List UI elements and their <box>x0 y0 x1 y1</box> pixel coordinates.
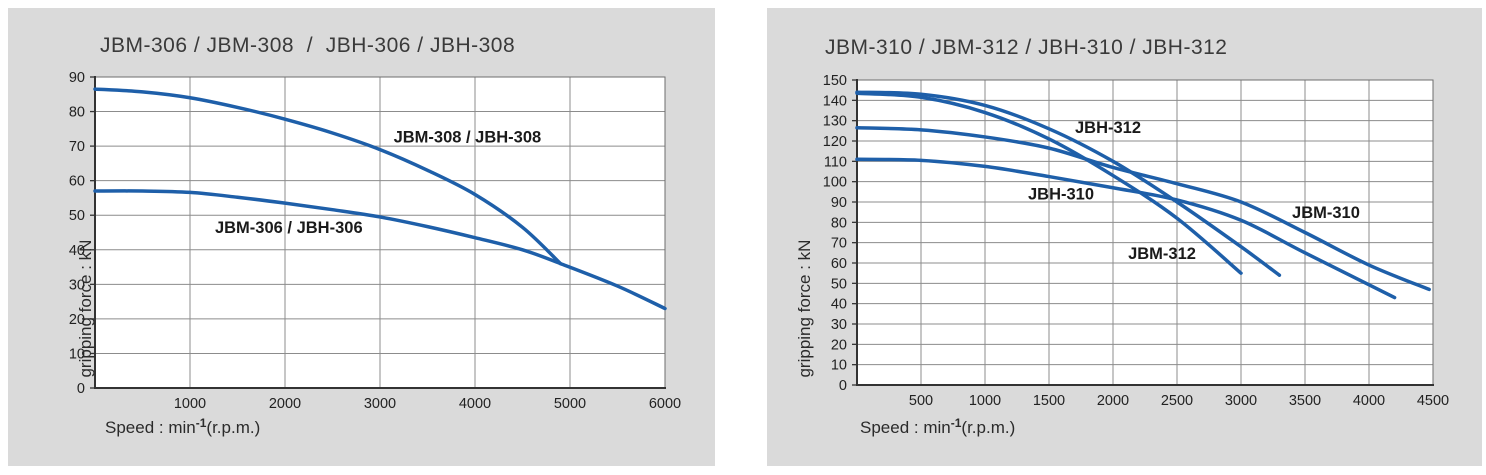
chart-panel-306-308: JBM-306 / JBM-308 / JBH-306 / JBH-308 0 1… <box>8 8 715 466</box>
chart-panel-310-312: JBM-310 / JBM-312 / JBH-310 / JBH-312 0 1… <box>767 8 1482 466</box>
data-curves <box>855 90 1431 300</box>
y-tick-label: 40 <box>831 297 847 313</box>
curve-label: JBM-308 / JBH-308 <box>394 128 542 146</box>
axis-lines <box>94 76 666 389</box>
x-axis-title-suffix: (r.p.m.) <box>961 418 1016 437</box>
y-tick-label: 60 <box>831 256 847 272</box>
x-tick-label: 1500 <box>1033 393 1065 409</box>
y-tick-label: 150 <box>823 73 847 89</box>
x-tick-label: 4500 <box>1417 393 1449 409</box>
y-tick-label: 120 <box>823 134 847 150</box>
y-tick-label: 30 <box>69 277 85 293</box>
curve-jbh-310 <box>855 157 1397 300</box>
x-axis-title-prefix: Speed : min <box>860 418 951 437</box>
y-tick-labels: 0 10 20 30 40 50 60 70 80 90 100 110 120 130 140 150 <box>823 73 847 394</box>
data-curves <box>93 87 667 311</box>
y-tick-label: 100 <box>823 175 847 191</box>
x-axis-title-superscript: -1 <box>195 416 207 430</box>
y-tick-label: 110 <box>824 154 847 170</box>
x-tick-label: 2000 <box>1097 393 1129 409</box>
y-tick-label: 70 <box>831 236 847 252</box>
x-axis-title: Speed : min-1(r.p.m.) <box>105 416 260 438</box>
y-tick-label: 90 <box>831 195 847 211</box>
x-tick-label: 2000 <box>269 396 301 412</box>
curve-jbm-308-jbh-308 <box>93 87 563 266</box>
curve-label: JBH-310 <box>1028 185 1094 203</box>
y-tick-labels: 0 10 20 30 40 50 60 70 80 90 <box>69 70 85 397</box>
y-tick-label: 30 <box>831 317 847 333</box>
y-tick-label: 80 <box>69 105 85 121</box>
x-axis-title-prefix: Speed : min <box>105 418 196 437</box>
curve-label: JBH-312 <box>1075 119 1141 137</box>
x-tick-label: 5000 <box>554 396 586 412</box>
x-tick-label: 6000 <box>649 396 681 412</box>
y-tick-label: 0 <box>839 378 847 394</box>
y-tick-label: 50 <box>69 208 85 224</box>
x-tick-label: 3500 <box>1289 393 1321 409</box>
chart-title: JBM-306 / JBM-308 / JBH-306 / JBH-308 <box>100 34 516 57</box>
y-axis-title: gripping force : kN <box>775 238 835 398</box>
curve-label: JBM-310 <box>1292 204 1360 222</box>
x-axis-title-superscript: -1 <box>950 416 962 430</box>
y-tick-label: 20 <box>831 337 847 353</box>
y-tick-label: 90 <box>69 70 85 86</box>
x-axis-title-suffix: (r.p.m.) <box>206 418 261 437</box>
plot-area <box>857 80 1433 385</box>
y-tick-label: 10 <box>69 346 85 362</box>
chart-svg-310-312: 0 10 20 30 40 50 60 70 80 90 100 110 120 130 140 150 500… <box>823 73 1449 409</box>
chart-title: JBM-310 / JBM-312 / JBH-310 / JBH-312 <box>825 36 1228 59</box>
curve-jbm-312 <box>855 91 1243 275</box>
y-tick-marks <box>90 76 95 389</box>
curve-jbm-310 <box>855 126 1431 292</box>
x-tick-label: 500 <box>909 393 933 409</box>
x-tick-labels: 500 1000 1500 2000 2500 3000 3500 4000 4500 <box>909 393 1449 409</box>
curve-labels: JBH-312 JBH-310 JBM-310 JBM-312 <box>1028 119 1360 263</box>
curve-label: JBM-306 / JBH-306 <box>215 219 363 237</box>
axis-lines <box>856 79 1434 386</box>
y-tick-label: 0 <box>77 381 85 397</box>
y-tick-label: 60 <box>69 174 85 190</box>
curve-jbm-306-jbh-306 <box>93 189 667 311</box>
curve-labels: JBM-308 / JBH-308 JBM-306 / JBH-306 <box>215 128 541 237</box>
y-tick-label: 130 <box>823 114 847 130</box>
gridlines <box>95 76 666 388</box>
x-tick-labels: 1000 2000 3000 4000 5000 6000 <box>174 396 681 412</box>
y-tick-label: 20 <box>69 312 85 328</box>
x-tick-label: 1000 <box>969 393 1001 409</box>
y-axis-title: gripping force : kN <box>56 238 116 398</box>
y-axis-title-text: gripping force : kN <box>76 239 95 378</box>
x-tick-label: 3000 <box>364 396 396 412</box>
y-tick-label: 50 <box>831 276 847 292</box>
curve-label: JBM-312 <box>1128 245 1196 263</box>
chart-svg-306-308: 0 10 20 30 40 50 60 70 80 90 1000 2000 3000 4000 5000 6… <box>69 70 681 412</box>
y-tick-label: 40 <box>69 243 85 259</box>
x-tick-label: 4000 <box>459 396 491 412</box>
y-tick-label: 80 <box>831 215 847 231</box>
x-axis-title: Speed : min-1(r.p.m.) <box>860 416 1015 438</box>
x-tick-label: 3000 <box>1225 393 1257 409</box>
x-tick-label: 1000 <box>174 396 206 412</box>
y-axis-title-text: gripping force : kN <box>795 239 814 378</box>
y-tick-label: 140 <box>823 93 847 109</box>
y-tick-label: 10 <box>831 358 847 374</box>
curve-jbh-312 <box>855 90 1282 277</box>
x-tick-label: 4000 <box>1353 393 1385 409</box>
y-tick-label: 70 <box>69 139 85 155</box>
y-tick-marks <box>852 79 857 386</box>
x-tick-label: 2500 <box>1161 393 1193 409</box>
